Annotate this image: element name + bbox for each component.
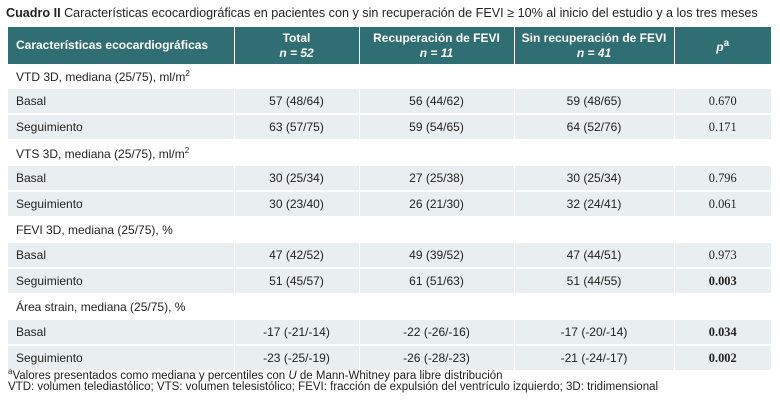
section-title-text: Área strain, mediana (25/75), % [16, 300, 186, 314]
footnote-a-marker: a [8, 367, 13, 376]
cell-no-recovery: 47 (44/51) [513, 242, 674, 269]
section-title-sup: 2 [185, 68, 190, 78]
header-characteristics: Características ecocardiográficas [16, 38, 209, 52]
table-row: Seguimiento 63 (57/75) 59 (54/65) 64 (52/76… [8, 114, 771, 141]
header-no-recovery-n: n = 41 [576, 45, 612, 60]
cell-no-recovery: 30 (25/34) [513, 165, 674, 192]
table-row: Seguimiento 30 (23/40) 26 (21/30) 32 (24/41… [8, 191, 771, 218]
cell-recovery: 56 (44/62) [358, 88, 514, 115]
table-row: Basal -17 (-21/-14) -22 (-26/-16) -17 (-20/… [8, 319, 771, 346]
section-row: VTS 3D, mediana (25/75), ml/m2 [8, 140, 771, 166]
cell-no-recovery: 51 (44/55) [513, 268, 674, 295]
data-table: Características ecocardiográficas Total n… [8, 27, 771, 372]
table-body: VTD 3D, mediana (25/75), ml/m2 Basal 57 (4… [8, 64, 771, 372]
header-no-recovery: Sin recuperación de FEVI n = 41 [513, 27, 674, 64]
cell-p-value: 0.061 [673, 191, 771, 218]
header-total: Total n = 52 [233, 27, 359, 64]
row-label: Basal [8, 165, 234, 192]
row-label: Seguimiento [8, 268, 234, 295]
table-row: Seguimiento 51 (45/57) 61 (51/63) 51 (44/55… [8, 268, 771, 295]
row-label: Seguimiento [8, 191, 234, 218]
footnote-a: aValores presentados como mediana y perc… [8, 364, 773, 384]
cell-recovery: -26 (-28/-23) [358, 345, 514, 372]
cell-p-value: 0.670 [673, 88, 771, 115]
header-recovery-n: n = 11 [419, 45, 454, 60]
cell-total: -17 (-21/-14) [233, 319, 359, 346]
cell-total: 47 (42/52) [233, 242, 359, 269]
cell-p-value: 0.002 [673, 345, 771, 372]
header-p-sup: a [723, 38, 730, 49]
caption-label: Cuadro II [6, 6, 61, 20]
row-label: Basal [8, 88, 234, 115]
cell-no-recovery: 64 (52/76) [513, 114, 674, 141]
cell-total: 51 (45/57) [233, 268, 359, 295]
table-row: Basal 47 (42/52) 49 (39/52) 47 (44/51) 0.973 [8, 242, 771, 269]
section-row: Área strain, mediana (25/75), % [8, 294, 771, 320]
cell-recovery: 49 (39/52) [358, 242, 514, 269]
cell-recovery: 26 (21/30) [358, 191, 514, 218]
cell-no-recovery: -21 (-24/-17) [513, 345, 674, 372]
section-row: FEVI 3D, mediana (25/75), % [8, 217, 771, 243]
row-label: Basal [8, 319, 234, 346]
caption-text: Características ecocardiográficas en pac… [64, 6, 758, 20]
section-title: FEVI 3D, mediana (25/75), % [8, 217, 771, 243]
cell-no-recovery: 59 (48/65) [513, 88, 674, 115]
cell-recovery: 59 (54/65) [358, 114, 514, 141]
cell-p-value: 0.171 [673, 114, 771, 141]
section-title: Área strain, mediana (25/75), % [8, 294, 771, 320]
header-p-label: p [716, 40, 724, 54]
header-p-value: pa [673, 27, 771, 64]
table-row: Basal 30 (25/34) 27 (25/38) 30 (25/34) 0.796 [8, 165, 771, 192]
cell-no-recovery: 32 (24/41) [513, 191, 674, 218]
cell-recovery: 27 (25/38) [358, 165, 514, 192]
section-title-sup: 2 [184, 145, 190, 155]
cell-no-recovery: -17 (-20/-14) [513, 319, 674, 346]
row-label: Basal [8, 242, 234, 269]
section-title-text: FEVI 3D, mediana (25/75), % [16, 223, 173, 237]
cell-total: 30 (25/34) [233, 165, 359, 192]
table-caption: Cuadro II Características ecocardiográfi… [6, 4, 776, 22]
row-label: Seguimiento [8, 345, 234, 372]
cell-p-value: 0.973 [673, 242, 771, 269]
table-row: Seguimiento -23 (-25/-19) -26 (-28/-23) -21… [8, 345, 771, 372]
cell-total: 57 (48/64) [233, 88, 359, 115]
section-title: VTS 3D, mediana (25/75), ml/m2 [8, 140, 771, 166]
header-total-n: n = 52 [279, 45, 314, 60]
header-no-recovery-label: Sin recuperación de FEVI [521, 30, 667, 45]
row-label: Seguimiento [8, 114, 234, 141]
cell-recovery: -22 (-26/-16) [358, 319, 514, 346]
header-total-label: Total [282, 30, 311, 45]
section-title: VTD 3D, mediana (25/75), ml/m2 [8, 64, 771, 89]
cell-total: -23 (-25/-19) [233, 345, 359, 372]
cell-recovery: 61 (51/63) [358, 268, 514, 295]
footnote-abbreviations: VTD: volumen telediastólico; VTS: volume… [8, 381, 659, 393]
cell-p-value: 0.003 [673, 268, 771, 295]
section-title-text: VTD 3D, mediana (25/75), ml/m [16, 69, 186, 84]
table-row: Basal 57 (48/64) 56 (44/62) 59 (48/65) 0.670 [8, 88, 771, 115]
cell-p-value: 0.034 [673, 319, 771, 346]
footnote-a-u: U [288, 369, 297, 382]
header-row: Características ecocardiográficas Total n… [8, 27, 771, 64]
header-recovery-label: Recuperación de FEVI [373, 30, 500, 45]
cell-total: 30 (23/40) [233, 191, 359, 218]
section-row: VTD 3D, mediana (25/75), ml/m2 [8, 64, 771, 89]
cell-total: 63 (57/75) [233, 114, 359, 141]
footnote-a-post: de Mann-Whitney para libre distribución [296, 369, 503, 382]
section-title-text: VTS 3D, mediana (25/75), ml/m [16, 146, 185, 161]
header-recovery: Recuperación de FEVI n = 11 [358, 27, 514, 64]
cell-p-value: 0.796 [673, 165, 771, 192]
footnote-a-pre: Valores presentados como mediana y perce… [12, 369, 289, 382]
